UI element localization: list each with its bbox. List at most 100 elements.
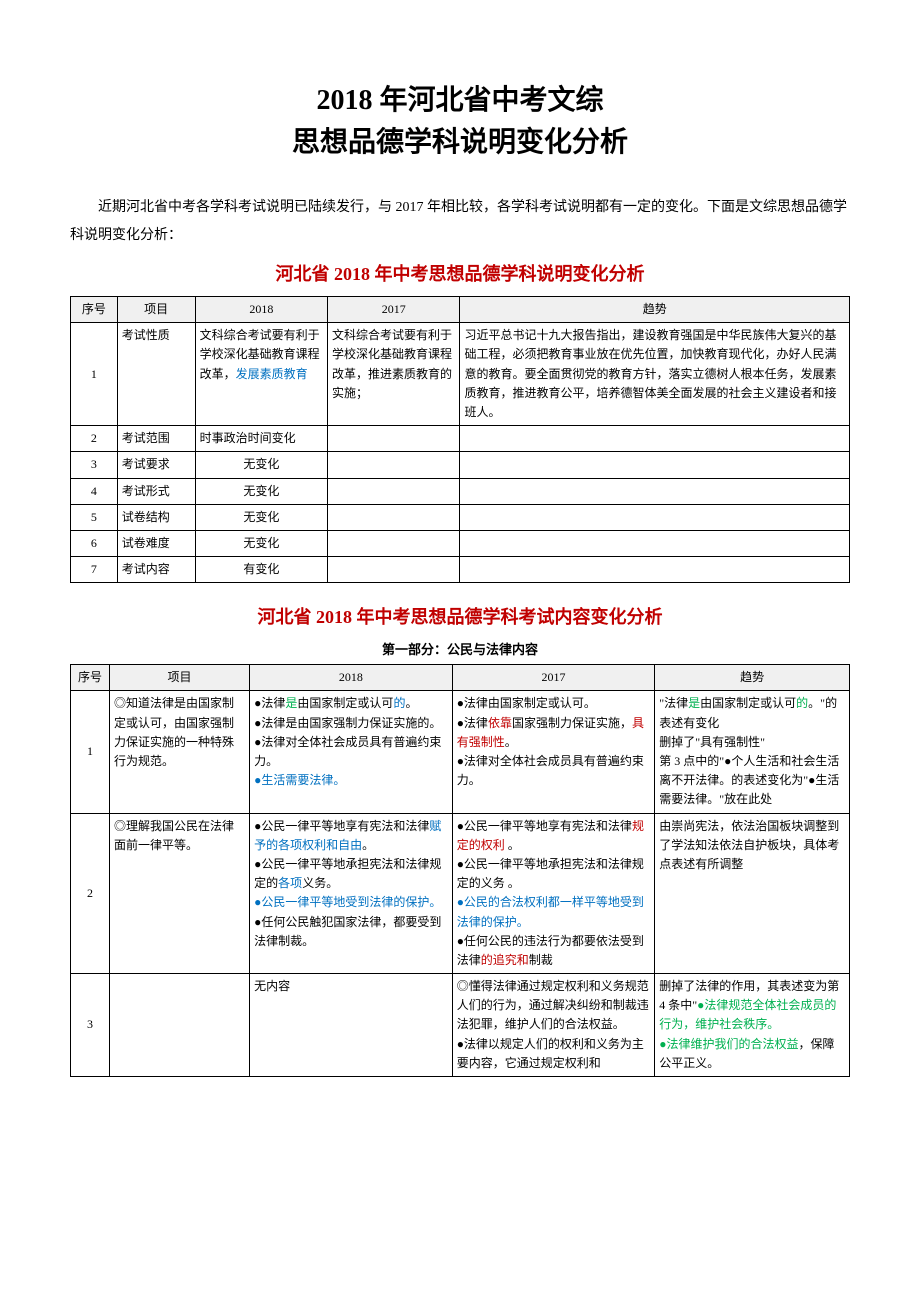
- text-segment: 。: [362, 838, 374, 852]
- intro-paragraph: 近期河北省中考各学科考试说明已陆续发行，与 2017 年相比较，各学科考试说明都…: [70, 194, 850, 250]
- cell-seq: 7: [71, 557, 118, 583]
- cell-seq: 3: [71, 974, 110, 1077]
- text-segment: 文科综合考试要有利于学校深化基础教育课程改革，推进素质教育的实施；: [332, 328, 452, 400]
- table-row: 4考试形式无变化: [71, 478, 850, 504]
- cell-seq: 6: [71, 530, 118, 556]
- text-segment: "法律: [659, 696, 688, 710]
- cell-trend: "法律是由国家制定或认可的。"的表述有变化删掉了"具有强制性"第 3 点中的"●…: [655, 691, 850, 813]
- text-segment: ●公民一律平等地享有宪法和法律: [457, 819, 632, 833]
- table-row: 6试卷难度 无变化: [71, 530, 850, 556]
- cell-2017: [328, 478, 460, 504]
- text-segment: 无变化: [243, 484, 279, 498]
- cell-2018: 无变化: [195, 504, 327, 530]
- cell-item: ◎知道法律是由国家制定或认可，由国家强制力保证实施的一种特殊行为规范。: [109, 691, 249, 813]
- cell-seq: 3: [71, 452, 118, 478]
- column-header: 项目: [117, 297, 195, 323]
- text-segment: 国家强制力保证实施，: [512, 716, 632, 730]
- text-segment: 由国家制定或认可: [700, 696, 796, 710]
- subtitle-1: 河北省 2018 年中考思想品德学科说明变化分析: [70, 260, 850, 286]
- text-segment: ●法律由国家制定或认可。: [457, 696, 596, 710]
- cell-2018: 有变化: [195, 557, 327, 583]
- cell-trend: [460, 426, 850, 452]
- text-segment: 发展素质教育: [236, 367, 308, 381]
- cell-item: 考试性质: [117, 323, 195, 426]
- cell-seq: 1: [71, 323, 118, 426]
- table-row: 2考试范围时事政治时间变化: [71, 426, 850, 452]
- text-segment: 是: [285, 696, 297, 710]
- cell-trend: [460, 557, 850, 583]
- text-segment: 是: [688, 696, 700, 710]
- part1-title: 第一部分：公民与法律内容: [70, 639, 850, 658]
- column-header: 趋势: [460, 297, 850, 323]
- text-segment: ●公民一律平等地承担宪法和法律规定的义务 。: [457, 857, 644, 890]
- cell-trend: [460, 530, 850, 556]
- subtitle-2: 河北省 2018 年中考思想品德学科考试内容变化分析: [70, 603, 850, 629]
- text-segment: ●公民一律平等地享有宪法和法律: [254, 819, 429, 833]
- cell-2018: 无变化: [195, 478, 327, 504]
- main-title: 2018 年河北省中考文综 思想品德学科说明变化分析: [70, 80, 850, 164]
- column-header: 趋势: [655, 665, 850, 691]
- table-row: 1◎知道法律是由国家制定或认可，由国家强制力保证实施的一种特殊行为规范。●法律是…: [71, 691, 850, 813]
- cell-2018: 无变化: [195, 530, 327, 556]
- text-segment: ◎懂得法律通过规定权利和义务规范人们的行为，通过解决纠纷和制裁违法犯罪，维护人们…: [457, 979, 649, 1031]
- text-segment: 制裁: [529, 953, 553, 967]
- cell-seq: 5: [71, 504, 118, 530]
- text-segment: ●法律以规定人们的权利和义务为主要内容，它通过规定权利和: [457, 1037, 644, 1070]
- table-1: 序号项目20182017趋势 1考试性质文科综合考试要有利于学校深化基础教育课程…: [70, 296, 850, 583]
- cell-item: 试卷难度: [117, 530, 195, 556]
- text-segment: 习近平总书记十九大报告指出，建设教育强国是中华民族伟大复兴的基础工程，必须把教育…: [464, 328, 836, 419]
- text-segment: 删掉了"具有强制性": [659, 735, 765, 749]
- text-segment: ●法律是由国家强制力保证实施的。: [254, 716, 441, 730]
- text-segment: 。: [405, 696, 417, 710]
- column-header: 项目: [109, 665, 249, 691]
- text-segment: ●公民一律平等地受到法律的保护。: [254, 895, 441, 909]
- text-segment: 。: [505, 735, 517, 749]
- text-segment: 无变化: [243, 457, 279, 471]
- column-header: 序号: [71, 297, 118, 323]
- cell-2017: ◎懂得法律通过规定权利和义务规范人们的行为，通过解决纠纷和制裁违法犯罪，维护人们…: [452, 974, 655, 1077]
- table-row: 5试卷结构 无变化: [71, 504, 850, 530]
- column-header: 序号: [71, 665, 110, 691]
- title-line2: 思想品德学科说明变化分析: [292, 127, 628, 158]
- title-line1: 2018 年河北省中考文综: [316, 85, 603, 116]
- cell-2017: [328, 557, 460, 583]
- text-segment: ●法律维护我们的合法权益: [659, 1037, 798, 1051]
- text-segment: ◎知道法律是由国家制定或认可，由国家强制力保证实施的一种特殊行为规范。: [114, 696, 234, 768]
- cell-2018: 无变化: [195, 452, 327, 478]
- text-segment: ●任何公民触犯国家法律，都要受到法律制裁。: [254, 915, 441, 948]
- text-segment: 由国家制定或认可: [297, 696, 393, 710]
- column-header: 2018: [195, 297, 327, 323]
- text-segment: 无变化: [243, 536, 279, 550]
- text-segment: 无变化: [243, 510, 279, 524]
- cell-2017: [328, 504, 460, 530]
- text-segment: ●法律: [457, 716, 488, 730]
- table-2: 序号项目20182017趋势 1◎知道法律是由国家制定或认可，由国家强制力保证实…: [70, 664, 850, 1077]
- table-row: 1考试性质文科综合考试要有利于学校深化基础教育课程改革，发展素质教育文科综合考试…: [71, 323, 850, 426]
- column-header: 2017: [328, 297, 460, 323]
- text-segment: ●生活需要法律。: [254, 773, 345, 787]
- cell-trend: [460, 452, 850, 478]
- cell-trend: 由崇尚宪法，依法治国板块调整到了学法知法依法自护板块，具体考点表述有所调整: [655, 813, 850, 974]
- cell-item: [109, 974, 249, 1077]
- table-row: 7考试内容有变化: [71, 557, 850, 583]
- text-segment: 无内容: [254, 979, 290, 993]
- column-header: 2018: [250, 665, 453, 691]
- text-segment: ●公民的合法权利都一样平等地受到法律的保护。: [457, 895, 644, 928]
- text-segment: 的: [393, 696, 405, 710]
- cell-2018: ●法律是由国家制定或认可的。●法律是由国家强制力保证实施的。●法律对全体社会成员…: [250, 691, 453, 813]
- cell-seq: 2: [71, 813, 110, 974]
- text-segment: 由崇尚宪法，依法治国板块调整到了学法知法依法自护板块，具体考点表述有所调整: [659, 819, 839, 871]
- cell-item: 试卷结构: [117, 504, 195, 530]
- cell-item: 考试要求: [117, 452, 195, 478]
- column-header: 2017: [452, 665, 655, 691]
- text-segment: 各项: [278, 876, 302, 890]
- table-row: 3 无内容 ◎懂得法律通过规定权利和义务规范人们的行为，通过解决纠纷和制裁违法犯罪，…: [71, 974, 850, 1077]
- cell-2017: [328, 452, 460, 478]
- cell-2017: ●公民一律平等地享有宪法和法律规定的权利 。●公民一律平等地承担宪法和法律规定的…: [452, 813, 655, 974]
- cell-2017: [328, 426, 460, 452]
- cell-2018: 无内容: [250, 974, 453, 1077]
- cell-2017: [328, 530, 460, 556]
- text-segment: ●法律: [254, 696, 285, 710]
- text-segment: 。: [505, 838, 520, 852]
- cell-item: 考试内容: [117, 557, 195, 583]
